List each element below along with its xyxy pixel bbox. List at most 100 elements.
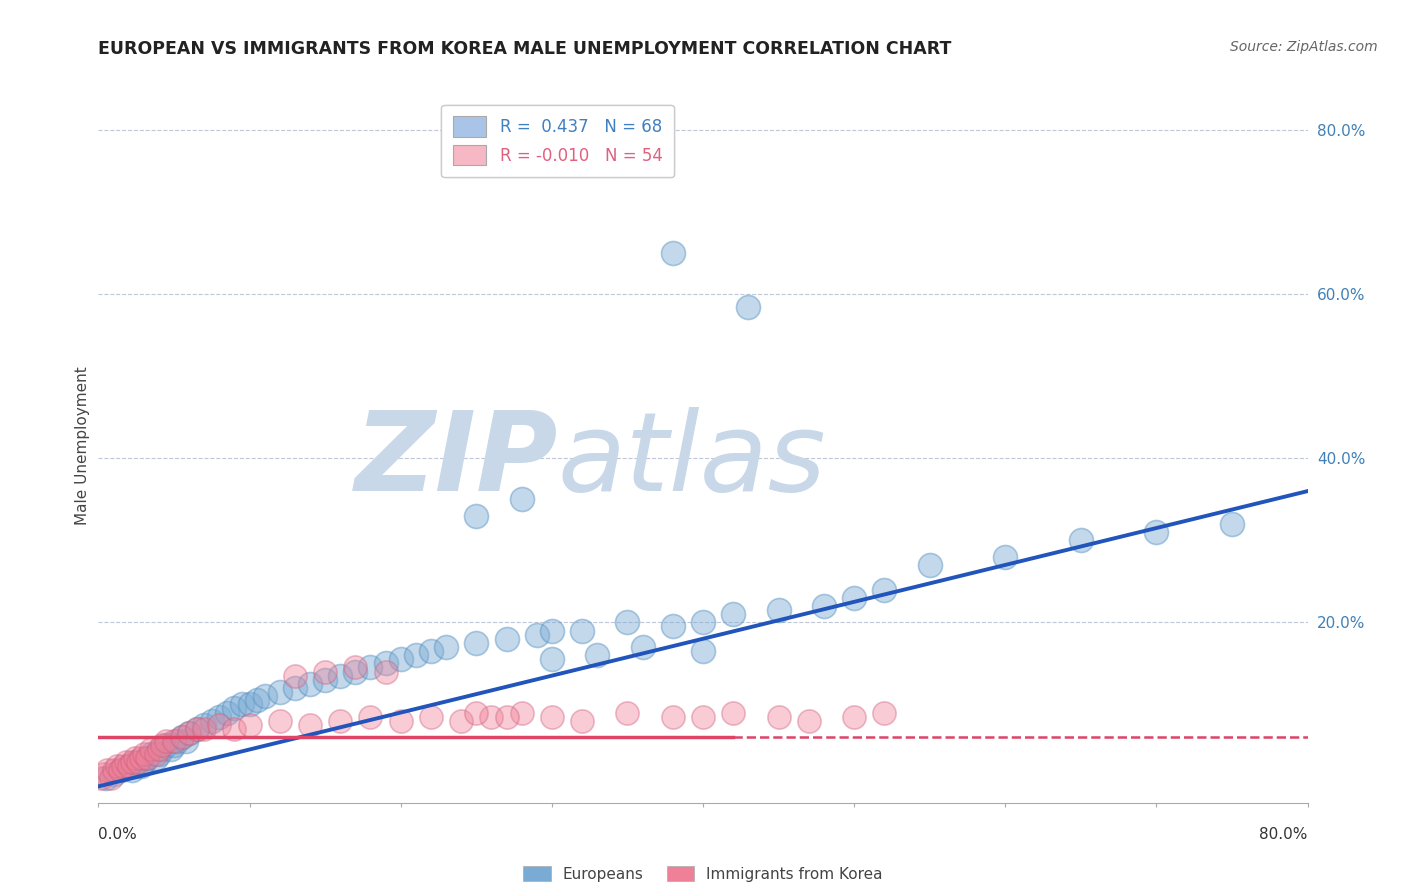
Point [314, 665, 336, 679]
Point [201, 714, 224, 728]
Point [405, 648, 427, 662]
Point [662, 709, 685, 723]
Point [768, 603, 790, 617]
Point [145, 747, 167, 761]
Point [186, 722, 208, 736]
Point [253, 689, 276, 703]
Point [692, 709, 714, 723]
Point [208, 718, 231, 732]
Point [141, 742, 163, 756]
Point [737, 300, 759, 314]
Point [844, 591, 866, 605]
Point [389, 714, 412, 728]
Point [374, 665, 396, 679]
Point [94, 771, 117, 785]
Point [179, 726, 201, 740]
Point [844, 709, 866, 723]
Point [540, 624, 562, 638]
Point [141, 747, 163, 761]
Point [129, 750, 152, 764]
Text: 80.0%: 80.0% [1260, 827, 1308, 841]
Point [692, 615, 714, 630]
Point [110, 763, 132, 777]
Point [540, 652, 562, 666]
Point [127, 755, 149, 769]
Point [329, 668, 352, 682]
Point [284, 668, 307, 682]
Point [135, 750, 157, 764]
Point [208, 709, 231, 723]
Point [813, 599, 835, 613]
Point [465, 706, 488, 720]
Text: atlas: atlas [558, 407, 827, 514]
Point [163, 739, 186, 753]
Point [135, 750, 157, 764]
Point [434, 640, 457, 654]
Point [586, 648, 609, 662]
Point [118, 759, 141, 773]
Point [93, 767, 115, 781]
Point [193, 722, 215, 736]
Point [129, 759, 152, 773]
Point [510, 492, 533, 507]
Point [994, 549, 1017, 564]
Point [389, 652, 412, 666]
Point [495, 632, 517, 646]
Point [163, 734, 186, 748]
Point [121, 755, 143, 769]
Point [344, 665, 367, 679]
Point [148, 747, 170, 761]
Point [186, 722, 208, 736]
Point [481, 709, 503, 723]
Point [193, 718, 215, 732]
Point [160, 742, 183, 756]
Point [224, 701, 246, 715]
Point [150, 739, 173, 753]
Point [314, 673, 336, 687]
Point [420, 709, 443, 723]
Point [111, 759, 134, 773]
Point [121, 763, 143, 777]
Point [873, 706, 896, 720]
Point [526, 627, 548, 641]
Point [662, 619, 685, 633]
Text: ZIP: ZIP [354, 407, 558, 514]
Point [374, 657, 396, 671]
Point [329, 714, 352, 728]
Point [465, 508, 488, 523]
Point [132, 747, 155, 761]
Point [299, 677, 322, 691]
Point [723, 706, 745, 720]
Point [174, 734, 197, 748]
Point [148, 742, 170, 756]
Point [124, 750, 146, 764]
Point [155, 739, 177, 753]
Point [114, 755, 136, 769]
Point [495, 709, 517, 723]
Point [105, 759, 128, 773]
Point [96, 763, 118, 777]
Point [155, 734, 177, 748]
Point [1144, 525, 1167, 540]
Point [224, 722, 246, 736]
Point [239, 718, 262, 732]
Point [768, 709, 790, 723]
Point [571, 624, 593, 638]
Point [90, 771, 112, 785]
Point [231, 698, 253, 712]
Point [103, 767, 125, 781]
Point [246, 693, 269, 707]
Point [465, 636, 488, 650]
Point [873, 582, 896, 597]
Point [284, 681, 307, 695]
Point [170, 730, 193, 744]
Point [723, 607, 745, 622]
Point [510, 706, 533, 720]
Point [269, 685, 291, 699]
Point [662, 246, 685, 260]
Point [616, 615, 638, 630]
Text: EUROPEAN VS IMMIGRANTS FROM KOREA MALE UNEMPLOYMENT CORRELATION CHART: EUROPEAN VS IMMIGRANTS FROM KOREA MALE U… [98, 40, 952, 58]
Point [360, 709, 382, 723]
Legend: R =  0.437   N = 68, R = -0.010   N = 54: R = 0.437 N = 68, R = -0.010 N = 54 [441, 104, 675, 177]
Point [918, 558, 941, 572]
